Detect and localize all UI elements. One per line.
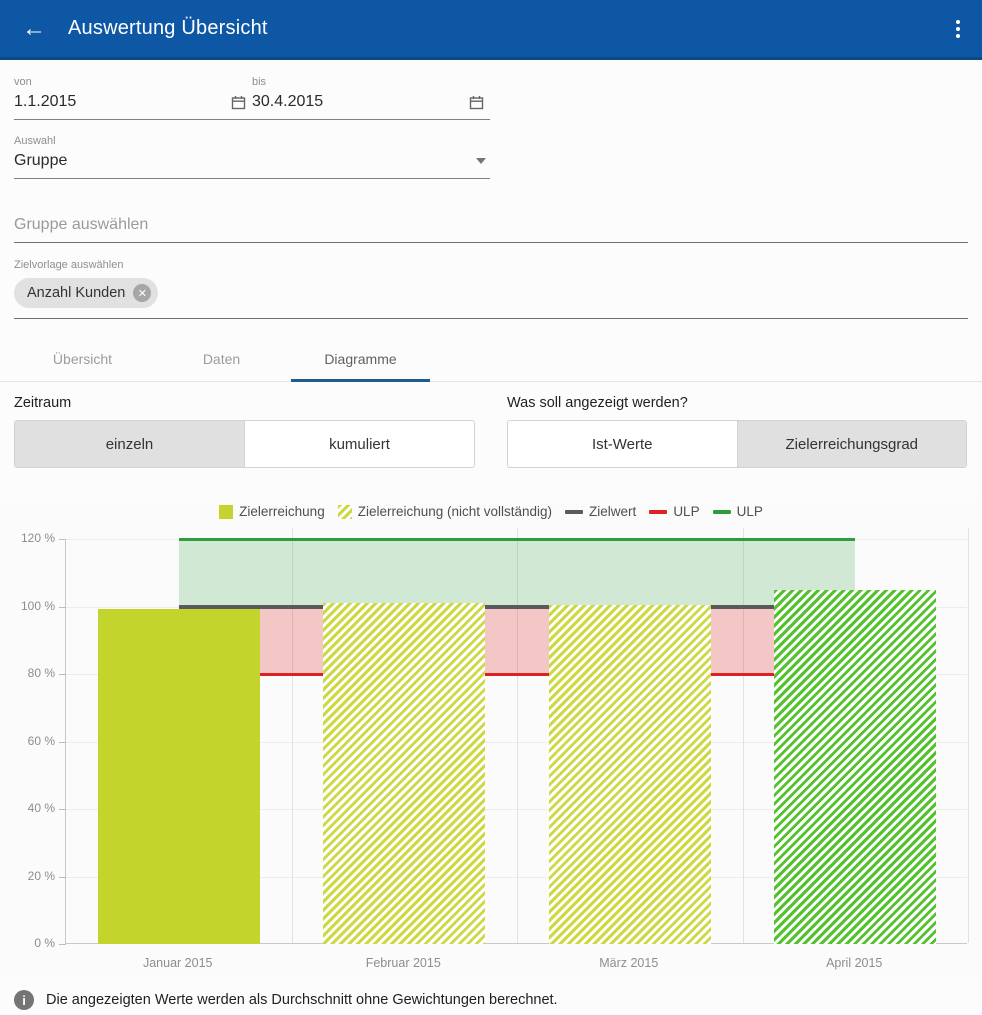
chip-label: Anzahl Kunden bbox=[27, 285, 126, 301]
zielwert-line bbox=[178, 604, 856, 609]
tab-daten[interactable]: Daten bbox=[202, 351, 241, 367]
y-axis-label: 100 % bbox=[20, 598, 55, 613]
x-axis-label: März 2015 bbox=[599, 956, 659, 970]
legend-marker-line bbox=[565, 509, 584, 514]
ulp-upper-band bbox=[178, 539, 856, 607]
chevron-down-icon[interactable] bbox=[476, 158, 486, 164]
h-gridline bbox=[66, 809, 967, 810]
zielvorlage-field: Zielvorlage auswählen Anzahl Kunden ✕ bbox=[14, 259, 968, 319]
date-from-value[interactable]: 1.1.2015 bbox=[14, 93, 77, 110]
auswahl-value: Gruppe bbox=[14, 152, 68, 169]
date-to-value[interactable]: 30.4.2015 bbox=[252, 93, 324, 110]
auswahl-label: Auswahl bbox=[14, 135, 56, 147]
filter-form: von 1.1.2015 bis 30.4.2015 bbox=[0, 60, 982, 319]
y-axis-tick bbox=[59, 944, 66, 945]
legend-label: Zielwert bbox=[589, 504, 637, 519]
toggle-zielerreichungsgrad[interactable]: Zielerreichungsgrad bbox=[736, 421, 966, 467]
bar-februar-2015 bbox=[323, 603, 486, 944]
legend-item: Zielwert bbox=[565, 504, 636, 519]
y-axis-label: 80 % bbox=[27, 666, 55, 680]
date-to-field[interactable]: bis 30.4.2015 bbox=[252, 76, 490, 119]
y-axis-label: 0 % bbox=[34, 936, 55, 950]
toggle-kumuliert[interactable]: kumuliert bbox=[244, 421, 474, 467]
chip-remove-icon[interactable]: ✕ bbox=[133, 284, 152, 302]
toggle-ist-werte[interactable]: Ist-Werte bbox=[508, 421, 737, 467]
tab-diagramme[interactable]: Diagramme bbox=[291, 336, 430, 382]
overflow-menu-icon[interactable] bbox=[950, 14, 966, 44]
y-axis-tick bbox=[59, 539, 66, 540]
date-to-label: bis bbox=[252, 76, 267, 88]
legend-label: Zielerreichung (nicht vollständig) bbox=[357, 504, 553, 519]
y-axis-tick bbox=[59, 809, 66, 810]
gruppe-select-field[interactable]: Gruppe auswählen bbox=[14, 211, 968, 243]
chart: Zielerreichung Zielerreichung (nicht voll… bbox=[0, 498, 982, 978]
y-axis-label: 60 % bbox=[27, 733, 55, 748]
toggle-einzeln[interactable]: einzeln bbox=[15, 421, 244, 467]
v-gridline bbox=[968, 528, 969, 943]
h-gridline bbox=[66, 876, 967, 878]
bar-märz-2015 bbox=[548, 605, 711, 944]
date-from-label: von bbox=[14, 76, 32, 88]
zielvorlage-label: Zielvorlage auswählen bbox=[14, 259, 124, 271]
bar-april-2015 bbox=[774, 589, 937, 944]
v-gridline bbox=[291, 528, 293, 943]
y-axis-label: 40 % bbox=[27, 801, 55, 815]
y-axis-tick bbox=[59, 606, 66, 608]
legend-marker-line bbox=[712, 509, 731, 514]
legend-item: Zielerreichung (nicht vollständig) bbox=[337, 504, 553, 519]
x-axis-label: April 2015 bbox=[826, 956, 883, 970]
y-axis-label: 120 % bbox=[20, 531, 55, 545]
y-axis-tick bbox=[59, 876, 66, 878]
ulp-lower-band bbox=[178, 606, 856, 674]
back-arrow-icon[interactable]: ← bbox=[22, 14, 46, 42]
x-axis-label: Januar 2015 bbox=[142, 956, 213, 970]
legend-label: ULP bbox=[736, 504, 763, 519]
info-icon: i bbox=[14, 990, 34, 1010]
ulp-lower-line bbox=[178, 673, 856, 676]
chart-controls: Zeitraum einzeln kumuliert Was soll ange… bbox=[0, 395, 982, 468]
anzeige-label: Was soll angezeigt werden? bbox=[507, 395, 688, 411]
footer-note-text: Die angezeigten Werte werden als Durchsc… bbox=[46, 992, 558, 1008]
app-header: ← Auswertung Übersicht bbox=[0, 0, 982, 60]
ulp-upper-line bbox=[178, 538, 856, 541]
legend-item: ULP bbox=[712, 504, 763, 519]
tab-bar: Übersicht Daten Diagramme bbox=[0, 336, 982, 382]
anzeige-toggle: Ist-Werte Zielerreichungsgrad bbox=[507, 420, 967, 468]
calendar-icon[interactable] bbox=[231, 95, 246, 110]
h-gridline bbox=[66, 741, 967, 743]
plot-area bbox=[59, 528, 969, 945]
zeitraum-toggle: einzeln kumuliert bbox=[14, 420, 475, 468]
chart-legend: Zielerreichung Zielerreichung (nicht voll… bbox=[0, 504, 982, 519]
date-from-field[interactable]: von 1.1.2015 bbox=[14, 76, 252, 119]
legend-marker-line bbox=[649, 509, 668, 514]
date-range-row: von 1.1.2015 bis 30.4.2015 bbox=[14, 76, 490, 120]
zielvorlage-chip: Anzahl Kunden ✕ bbox=[14, 278, 159, 308]
zeitraum-label: Zeitraum bbox=[14, 395, 72, 411]
legend-label: Zielerreichung bbox=[239, 504, 325, 519]
y-axis-tick bbox=[59, 741, 66, 743]
calendar-icon[interactable] bbox=[469, 95, 484, 110]
legend-marker-square-hatched bbox=[337, 504, 352, 519]
v-gridline bbox=[517, 528, 518, 943]
v-gridline bbox=[742, 528, 744, 943]
legend-item: Zielerreichung bbox=[219, 504, 325, 519]
legend-item: ULP bbox=[649, 504, 700, 519]
page-title: Auswertung Übersicht bbox=[68, 17, 268, 39]
y-axis-tick bbox=[59, 674, 66, 675]
footer-note: i Die angezeigten Werte werden als Durch… bbox=[0, 990, 982, 1010]
x-axis-label: Februar 2015 bbox=[365, 956, 441, 970]
gruppe-placeholder[interactable]: Gruppe auswählen bbox=[14, 216, 149, 233]
y-axis-label: 20 % bbox=[27, 868, 55, 883]
legend-marker-square-solid bbox=[219, 504, 234, 519]
bar-januar-2015 bbox=[97, 608, 260, 944]
tab-uebersicht[interactable]: Übersicht bbox=[52, 351, 113, 367]
auswahl-select[interactable]: Auswahl Gruppe bbox=[14, 135, 490, 179]
legend-label: ULP bbox=[673, 504, 700, 519]
